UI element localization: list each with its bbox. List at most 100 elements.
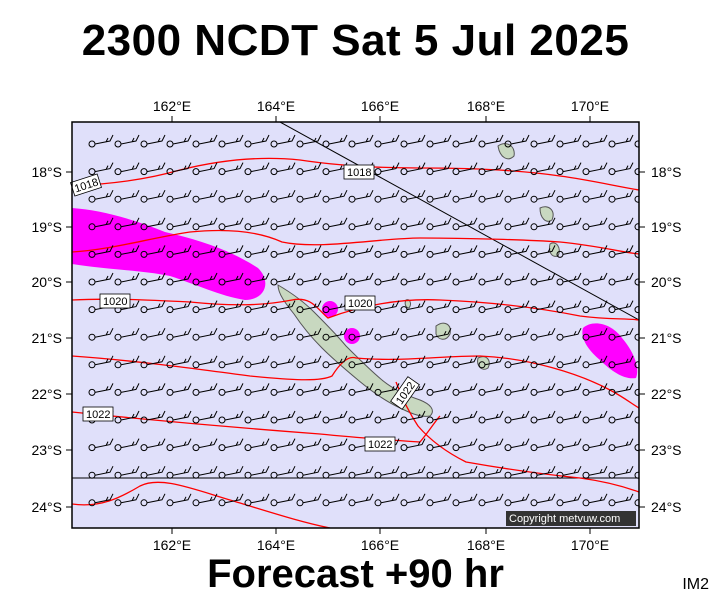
wind-barb [172,272,192,283]
wind-barb-station [634,195,639,203]
wind-barb [588,272,608,283]
wind-barb [641,190,659,199]
wind-barb [406,162,426,173]
wind-barb-station [634,223,639,231]
lat-label-left: 21°S [31,330,62,346]
isobar-label: 1022 [368,439,392,451]
wind-barb [614,245,634,255]
wind-barb [224,162,244,173]
wind-barb [302,327,322,338]
isobar-label-group: 1018 1018 1020 1020 1022 1022 1022 [70,164,420,452]
wind-barb [276,272,296,283]
wind-barb [354,493,374,504]
vanuatu-island [549,242,560,257]
wind-barb [172,162,192,173]
wind-barb [510,134,530,145]
wind-barb [614,162,634,173]
wind-barb [94,162,114,173]
wind-barb [510,410,530,421]
wind-barb [588,410,608,421]
lon-label-top: 168°E [467,98,505,114]
wind-barb [536,465,556,476]
wind-barb [380,300,400,311]
lat-label-right: 20°S [651,274,682,290]
wind-barb [588,245,608,255]
wind-barb [484,162,504,173]
wind-barb [510,272,530,283]
wind-barb [458,134,478,145]
wind-barb [536,383,556,393]
wind-barb [328,410,348,421]
wind-barb [120,355,140,366]
wind-barb [146,438,166,449]
wind-barb [484,327,504,338]
wind-barb [328,355,348,366]
wind-barb [510,300,530,311]
wind-barb [536,327,556,338]
wind-barb [406,493,426,504]
wind-barb [354,383,374,393]
wind-barb [458,300,478,311]
wind-barb [198,300,218,311]
wind-barb [406,465,426,476]
wind-barb [250,465,270,476]
lat-label-left: 19°S [31,219,62,235]
wind-barb [588,355,608,366]
wind-barb [302,272,322,283]
wind-barb [250,383,270,393]
wind-barb [484,493,504,504]
wind-barb [432,438,452,449]
wind-barb [198,493,218,504]
wind-barb [536,162,556,173]
wind-barb [250,410,270,421]
wind-barb [172,355,192,366]
wind-barb-station [634,140,639,148]
wind-barb [198,438,218,449]
wind-barb [276,493,296,504]
boundary-line [279,122,639,321]
isobar-label: 1020 [348,298,372,310]
wind-barb [302,383,322,393]
lon-label-top: 170°E [571,98,609,114]
wind-barb [614,134,634,145]
wind-barb [172,327,192,338]
wind-barb [224,300,244,311]
wind-barbs [88,134,659,507]
wind-barb [588,327,608,338]
wind-barb [198,134,218,145]
wind-barb-station [634,499,639,507]
wind-barb [276,383,296,393]
wind-barb [302,355,322,366]
wind-barb [536,245,556,255]
rain-area [72,208,266,300]
wind-barb-station [634,444,639,452]
lon-label-bottom: 166°E [361,537,399,553]
wind-barb [302,438,322,449]
wind-barb [510,355,530,366]
wind-barb [94,245,114,255]
wind-barb [302,410,322,421]
wind-barb-station [634,333,639,341]
lat-label-right: 22°S [651,386,682,402]
wind-barb [614,493,634,504]
wind-barb [250,272,270,283]
wind-barb [354,327,374,338]
isobar-1018 [72,229,639,255]
wind-barb [614,438,634,449]
wind-barb [432,383,452,393]
wind-barb [120,465,140,476]
isobar-label: 1022 [86,409,110,421]
wind-barb [588,189,608,200]
wind-barb [484,134,504,145]
wind-barb [250,134,270,145]
lat-label-left: 18°S [31,164,62,180]
wind-barb [432,162,452,173]
wind-barb [380,493,400,504]
wind-barb [380,189,400,200]
wind-barb [146,355,166,366]
wind-barb [458,410,478,421]
wind-barb [406,410,426,421]
wind-barb [354,134,374,145]
wind-barb [224,383,244,393]
wind-barb [198,272,218,283]
